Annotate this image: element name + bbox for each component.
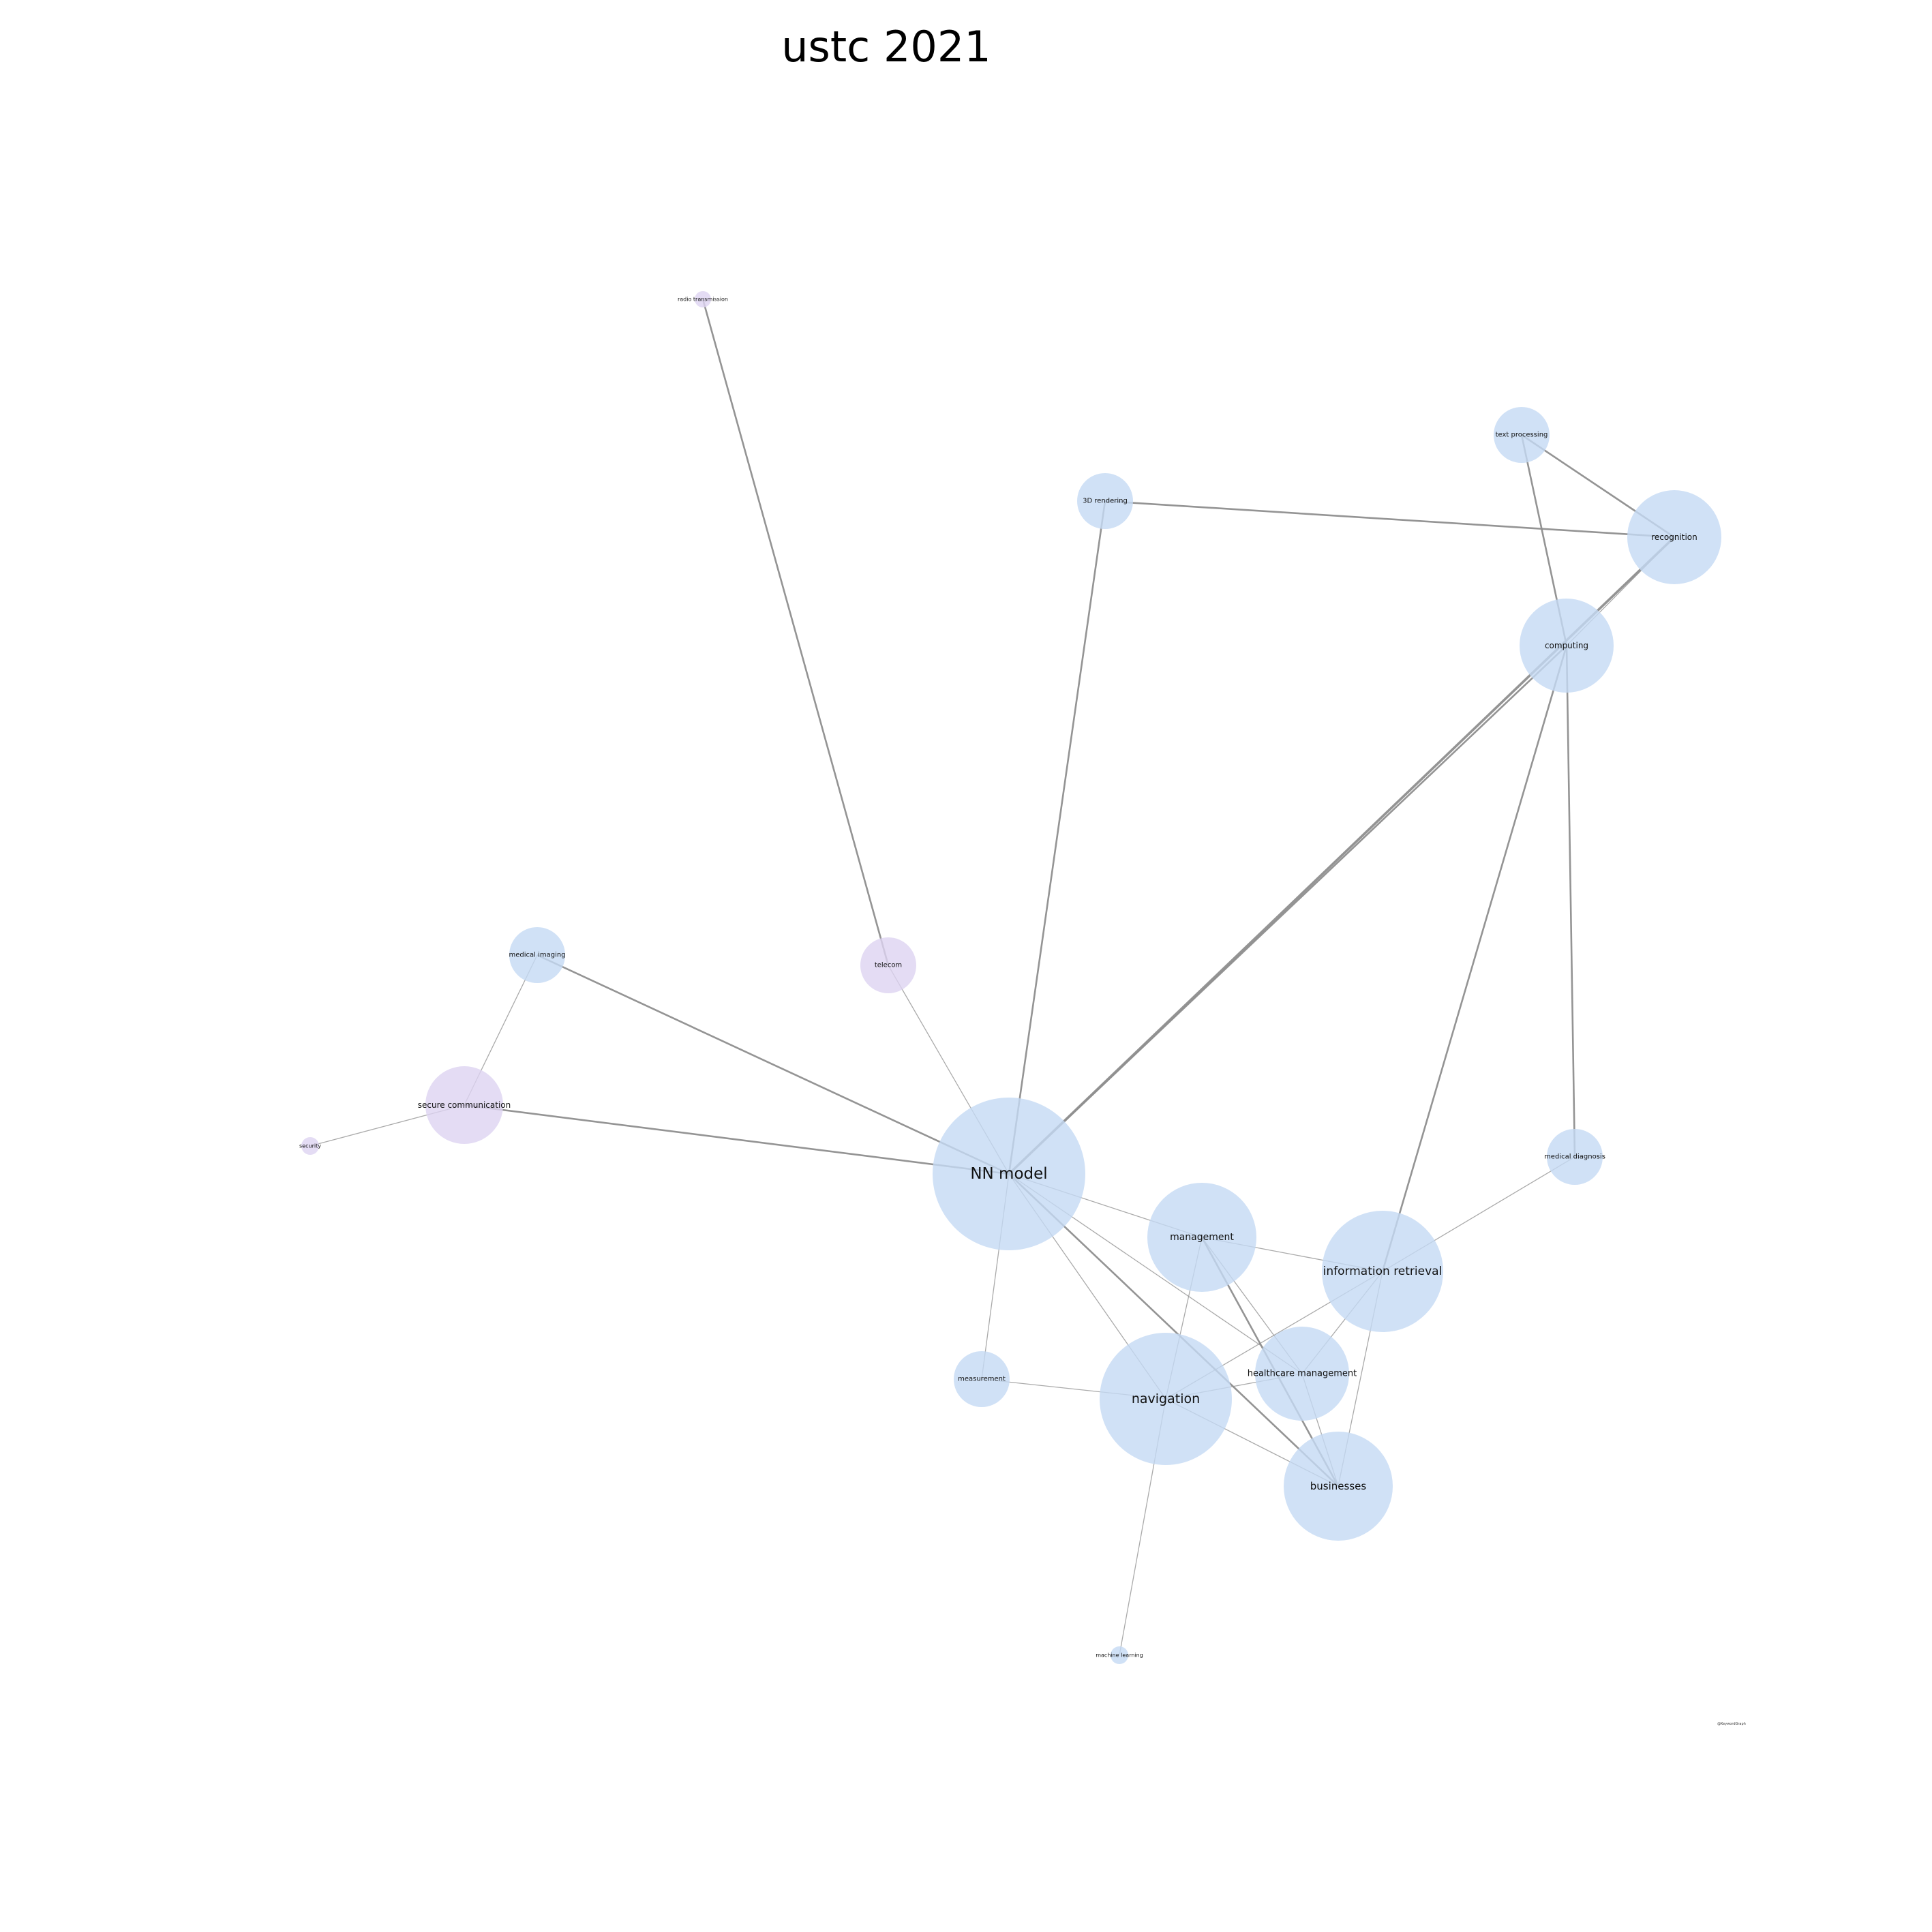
nodes-layer: [301, 291, 1721, 1664]
node-telecom[interactable]: [860, 937, 916, 993]
node-label-measurement: measurement: [958, 1376, 1006, 1383]
node-label-3d-rendering: 3D rendering: [1083, 498, 1128, 505]
node-label-secure-communication: secure communication: [418, 1100, 511, 1110]
node-label-security: security: [299, 1143, 321, 1149]
node-label-medical-imaging: medical imaging: [509, 952, 565, 959]
node-label-businesses: businesses: [1310, 1480, 1367, 1492]
node-label-radio-transmission: radio transmission: [678, 297, 728, 303]
node-label-medical-diagnosis: medical diagnosis: [1544, 1153, 1605, 1161]
labels-layer: NN model navigation information retrieval b…: [299, 297, 1697, 1659]
node-label-text-processing: text processing: [1496, 432, 1548, 439]
watermark-text: @KeywordGraph: [1717, 1722, 1746, 1726]
node-information-retrieval[interactable]: [1322, 1211, 1443, 1332]
node-label-information-retrieval: information retrieval: [1323, 1265, 1443, 1278]
node-medical-diagnosis[interactable]: [1547, 1129, 1603, 1185]
node-label-navigation: navigation: [1132, 1391, 1200, 1406]
node-label-recognition: recognition: [1651, 532, 1697, 542]
node-label-nn-model: NN model: [970, 1165, 1047, 1183]
edge-computing-information-retrieval: [1381, 645, 1568, 1272]
edge-secure-communication-nn-model: [464, 1104, 1010, 1175]
node-computing[interactable]: [1520, 599, 1614, 693]
node-security[interactable]: [301, 1137, 319, 1155]
node-medical-imaging[interactable]: [509, 927, 565, 983]
graph-title: ustc 2021: [781, 22, 991, 72]
node-businesses[interactable]: [1284, 1432, 1393, 1541]
edge-medical-imaging-nn-model: [537, 954, 1010, 1175]
node-secure-communication[interactable]: [425, 1066, 503, 1144]
edge-radio-transmission-telecom: [701, 299, 890, 966]
edge-3d-rendering-nn-model: [1008, 500, 1106, 1175]
edge-computing-nn-model: [1008, 645, 1567, 1175]
node-label-computing: computing: [1545, 641, 1588, 650]
node-management[interactable]: [1147, 1183, 1256, 1292]
node-measurement[interactable]: [954, 1351, 1010, 1407]
node-3d-rendering[interactable]: [1077, 473, 1133, 529]
node-label-machine-learning: machine learning: [1096, 1652, 1143, 1659]
node-radio-transmission[interactable]: [695, 291, 711, 307]
node-healthcare-management[interactable]: [1255, 1327, 1349, 1421]
node-text-processing[interactable]: [1494, 407, 1550, 463]
node-navigation[interactable]: [1100, 1333, 1232, 1465]
edge-3d-rendering-recognition: [1104, 500, 1675, 539]
node-label-healthcare-management: healthcare management: [1248, 1369, 1357, 1379]
node-recognition[interactable]: [1627, 490, 1721, 584]
node-nn-model[interactable]: [933, 1098, 1085, 1250]
node-machine-learning[interactable]: [1111, 1646, 1128, 1664]
node-label-management: management: [1170, 1232, 1234, 1243]
edge-computing-medical-diagnosis: [1565, 645, 1576, 1158]
node-label-telecom: telecom: [875, 962, 902, 969]
